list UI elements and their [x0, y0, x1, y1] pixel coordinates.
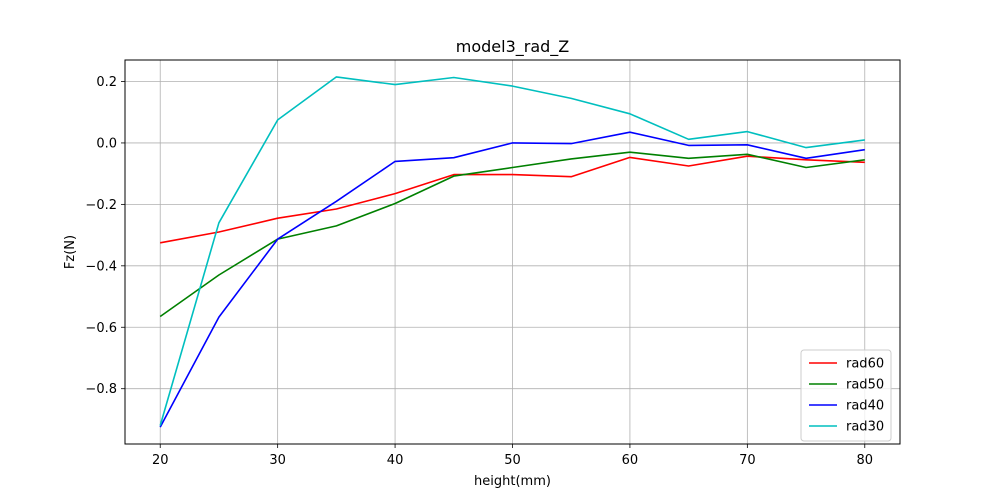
x-tick-label: 30 [269, 453, 286, 468]
series-line-rad40 [159, 131, 865, 428]
y-axis-ticks: −0.8 −0.6 −0.4 −0.2 0.0 0.2 [85, 75, 125, 397]
y-tick-label: −0.8 [85, 382, 117, 397]
grid [125, 60, 900, 444]
legend-label: rad60 [846, 357, 884, 372]
x-tick-label: 80 [856, 453, 873, 468]
x-axis-label: height(mm) [474, 474, 551, 489]
chart-title: model3_rad_Z [456, 37, 570, 57]
series-line-rad60 [160, 155, 865, 244]
y-tick-label: −0.2 [85, 198, 117, 213]
legend-label: rad50 [846, 378, 884, 393]
y-tick-label: −0.6 [85, 321, 117, 336]
legend: rad60 rad50 rad40 rad30 [800, 349, 892, 442]
x-tick-label: 20 [152, 453, 169, 468]
x-tick-label: 50 [504, 453, 521, 468]
series-line-rad30 [159, 76, 865, 426]
x-tick-label: 40 [387, 453, 404, 468]
y-tick-label: 0.0 [96, 136, 117, 151]
x-tick-label: 70 [739, 453, 756, 468]
legend-box [800, 349, 892, 442]
x-axis-ticks: 20 30 40 50 60 70 80 [152, 444, 873, 468]
legend-label: rad40 [846, 399, 884, 414]
x-tick-label: 60 [622, 453, 639, 468]
legend-label: rad30 [846, 420, 884, 435]
series-lines [159, 76, 865, 428]
y-axis-label: Fz(N) [63, 235, 78, 269]
y-tick-label: 0.2 [96, 75, 117, 90]
y-tick-label: −0.4 [85, 259, 117, 274]
